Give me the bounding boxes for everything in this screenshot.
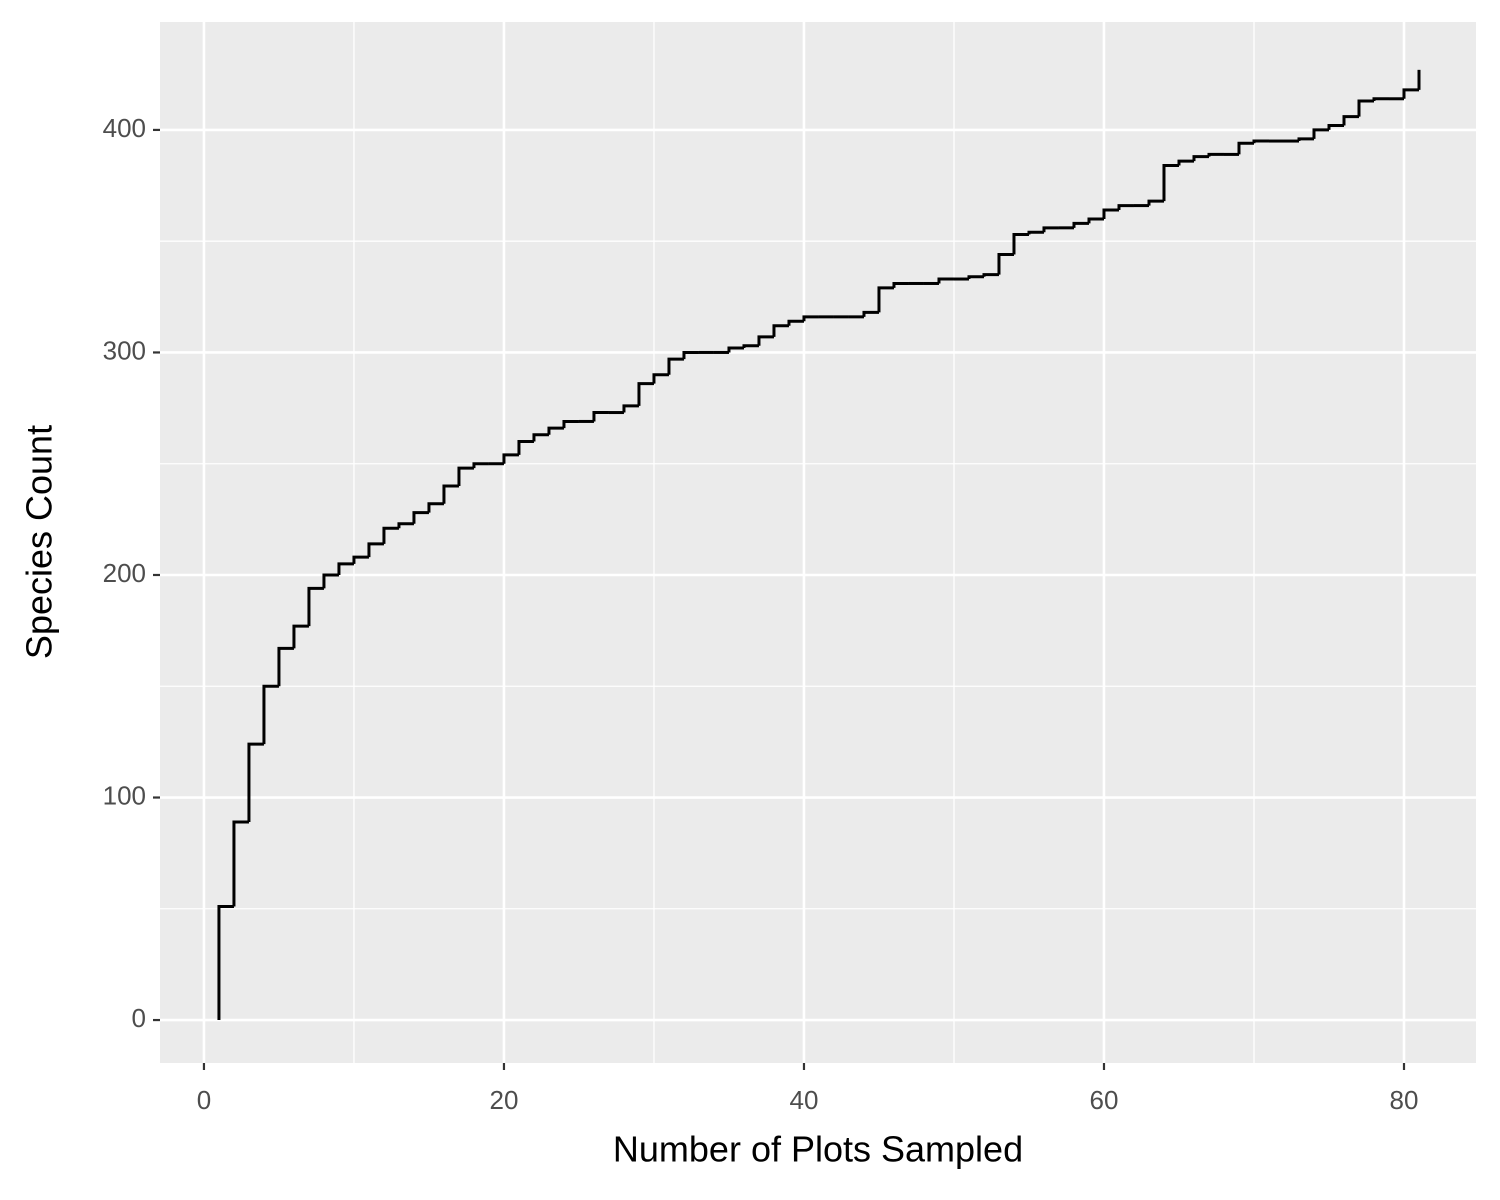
y-tick-label: 300 [103, 335, 146, 365]
step-segment [772, 324, 789, 337]
step-segment [1297, 137, 1314, 142]
y-tick-label: 400 [103, 113, 146, 143]
x-tick-label: 80 [1390, 1085, 1419, 1115]
step-segment [1342, 115, 1359, 126]
x-tick-label: 20 [490, 1085, 519, 1115]
step-segment [1087, 217, 1104, 224]
step-segment [1207, 152, 1224, 157]
step-segment [217, 905, 234, 1021]
step-segment [1192, 155, 1209, 162]
step-segment [997, 253, 1014, 275]
step-segment [1012, 233, 1029, 255]
y-axis-title: Species Count [19, 425, 60, 659]
step-segment [667, 357, 684, 375]
step-segment [892, 281, 909, 288]
step-segment [517, 439, 534, 455]
step-segment [1372, 97, 1389, 101]
step-segment [277, 646, 294, 687]
step-segment [937, 277, 954, 284]
step-segment [307, 586, 324, 627]
step-segment [637, 382, 654, 406]
step-segment [652, 373, 669, 384]
step-segment [367, 542, 384, 558]
step-segment [442, 484, 459, 504]
step-segment [802, 315, 819, 322]
step-segment [412, 511, 429, 524]
step-segment [1177, 159, 1194, 166]
x-axis-title: Number of Plots Sampled [613, 1129, 1023, 1170]
step-segment [532, 433, 549, 442]
step-segment [322, 573, 339, 589]
step-segment [502, 453, 519, 464]
grid [160, 22, 1476, 1063]
step-segment [787, 319, 804, 326]
step-segment [757, 335, 774, 346]
step-segment [1327, 123, 1344, 130]
step-segment [1162, 164, 1179, 202]
step-segment [247, 742, 264, 822]
step-segment [397, 522, 414, 529]
y-tick-label: 200 [103, 558, 146, 588]
x-tick-label: 0 [197, 1085, 211, 1115]
step-segment [1072, 221, 1089, 228]
step-segment [232, 820, 249, 907]
step-segment [427, 502, 444, 513]
step-segment [292, 624, 309, 649]
step-segment [1357, 99, 1374, 117]
y-tick-label: 100 [103, 780, 146, 810]
step-segment [352, 555, 369, 564]
y-tick-label: 0 [132, 1003, 146, 1033]
step-segment [1252, 139, 1269, 144]
x-tick-label: 40 [790, 1085, 819, 1115]
step-segment [1117, 204, 1134, 211]
step-segment [877, 286, 894, 313]
x-tick-label: 60 [1090, 1085, 1119, 1115]
step-segment [727, 346, 744, 353]
marks [217, 69, 1421, 1021]
step-segment [1102, 208, 1119, 219]
step-segment [622, 404, 639, 413]
ticks: 0 20 40 60 80 0 100 200 300 400 [103, 113, 1419, 1115]
step-segment [472, 462, 489, 469]
step-segment [862, 310, 879, 317]
step-segment [742, 344, 759, 349]
step-segment [1147, 199, 1164, 206]
step-segment [1237, 141, 1254, 155]
step-segment [682, 350, 699, 360]
step-segment [337, 562, 354, 575]
step-segment [967, 275, 984, 280]
step-segment [1402, 88, 1419, 99]
step-segment [262, 684, 279, 745]
step-segment [382, 526, 399, 544]
step-segment [1312, 128, 1329, 139]
step-segment [1042, 226, 1059, 233]
step-segment [457, 466, 474, 486]
panel [160, 22, 1476, 1063]
step-segment [982, 273, 999, 277]
step-segment [1027, 230, 1044, 235]
step-segment [592, 411, 609, 422]
step-segment [562, 419, 579, 429]
step-segment [547, 426, 564, 435]
